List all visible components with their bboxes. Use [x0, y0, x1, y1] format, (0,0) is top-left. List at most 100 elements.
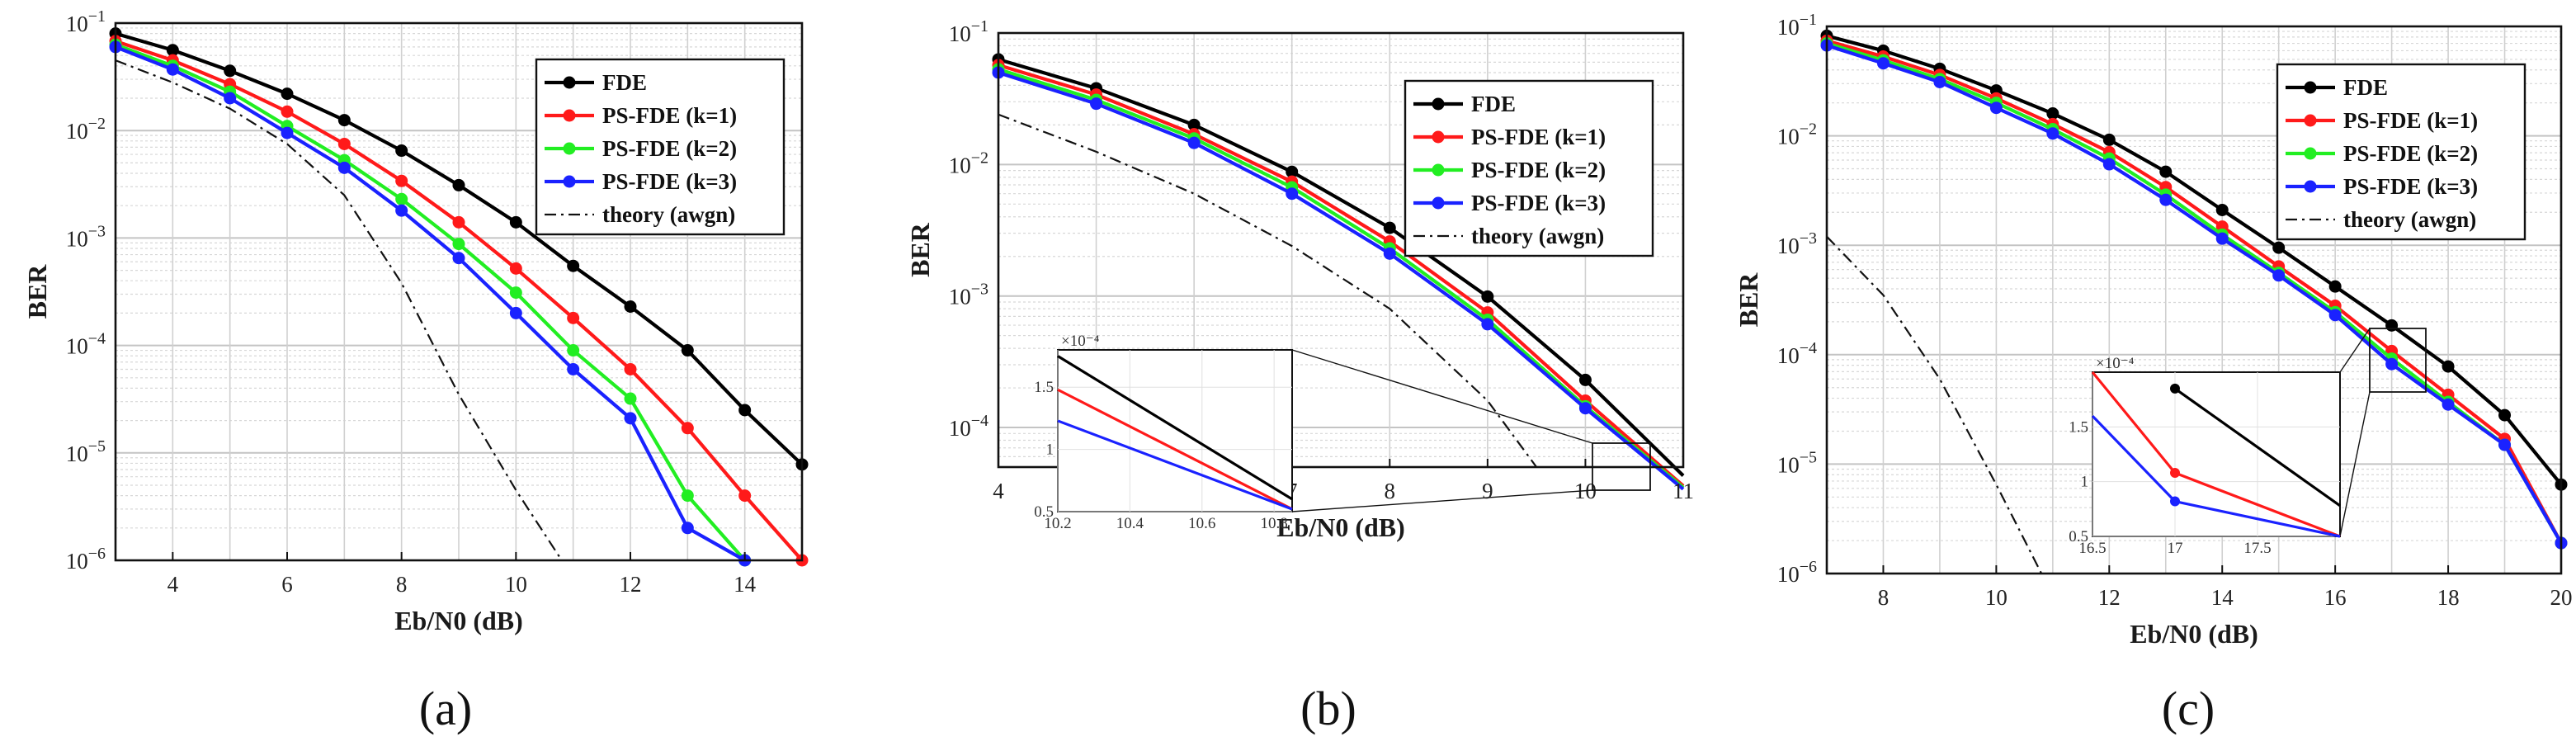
- data-point: [1578, 373, 1592, 386]
- inset-frame: [1057, 349, 1293, 512]
- y-tick-label: 10−1: [949, 17, 988, 46]
- inset-y-tick: 1.5: [2069, 418, 2088, 436]
- x-tick-label: 12: [620, 572, 642, 597]
- zoom-region: [2369, 328, 2427, 393]
- data-point: [452, 215, 465, 229]
- legend-marker: [563, 175, 576, 188]
- data-point: [624, 392, 637, 405]
- data-point: [2102, 158, 2116, 171]
- data-point: [2498, 438, 2512, 451]
- data-point: [2385, 357, 2399, 371]
- inset-x-tick: 16.5: [2078, 540, 2106, 557]
- data-point: [2442, 360, 2455, 373]
- legend-marker: [2304, 114, 2317, 127]
- data-point: [681, 344, 694, 357]
- legend-entry: theory (awgn): [602, 202, 735, 227]
- panel-caption: (c): [2162, 682, 2215, 735]
- y-tick-label: 10−5: [1777, 448, 1817, 477]
- chart-panel-1: 456789101110−410−310−210−1Eb/N0 (dB)BERF…: [905, 17, 1694, 735]
- series-line-ps-fde-k-2-: [1826, 41, 2563, 545]
- y-tick-label: 10−3: [949, 281, 988, 309]
- data-point: [2046, 127, 2059, 140]
- data-point: [224, 64, 237, 78]
- series-line-theory-awgn-: [1826, 235, 2043, 574]
- data-point: [1187, 118, 1201, 131]
- legend-entry: PS-FDE (k=2): [602, 136, 737, 161]
- legend-marker: [1432, 163, 1445, 177]
- legend-marker: [563, 76, 576, 89]
- x-tick-label: 14: [734, 572, 757, 597]
- y-tick-label: 10−2: [1777, 120, 1817, 149]
- y-tick-label: 10−5: [66, 437, 106, 466]
- data-point: [2046, 107, 2059, 120]
- data-point: [2272, 269, 2286, 282]
- legend-marker: [563, 142, 576, 155]
- y-tick-label: 10−6: [66, 545, 106, 574]
- x-tick-label: 4: [993, 479, 1004, 503]
- data-point: [1481, 318, 1494, 331]
- zoom-connector: [2339, 328, 2371, 373]
- legend-entry: PS-FDE (k=1): [602, 103, 737, 128]
- data-point: [166, 63, 179, 76]
- legend-entry: theory (awgn): [1471, 224, 1604, 248]
- inset-line: [2174, 387, 2341, 508]
- x-tick-label: 14: [2211, 585, 2234, 610]
- data-point: [452, 238, 465, 251]
- inset-line: [1057, 419, 1293, 511]
- y-tick-label: 10−3: [66, 222, 106, 251]
- data-point: [337, 161, 351, 174]
- legend-entry: PS-FDE (k=1): [1471, 125, 1606, 149]
- inset-exponent-label: ×10⁻⁴: [1061, 333, 1100, 350]
- legend-entry: FDE: [2343, 75, 2388, 100]
- data-point: [1286, 187, 1299, 201]
- chart-panel-2: 8 10 12 14 16 18 20 10−6 10−5 10−4 10−3 10−2 10−1 Eb/…: [1734, 11, 2573, 735]
- data-point: [1383, 221, 1396, 234]
- data-point: [2215, 203, 2229, 216]
- x-tick-label: 8: [396, 572, 408, 597]
- y-axis-label: BER: [905, 222, 935, 277]
- inset-point: [2170, 496, 2180, 507]
- legend-entry: PS-FDE (k=3): [1471, 191, 1606, 215]
- data-point: [509, 215, 522, 229]
- data-point: [166, 44, 179, 57]
- y-tick-label: 10−3: [1777, 229, 1817, 258]
- inset-point: [2170, 468, 2180, 479]
- plot-frame: [114, 21, 804, 562]
- series-line-fde: [1826, 34, 2563, 486]
- data-point: [738, 404, 752, 417]
- data-point: [1090, 97, 1103, 111]
- series-line-fde: [998, 57, 1685, 477]
- data-point: [2159, 165, 2173, 178]
- data-point: [624, 362, 637, 375]
- data-point: [1383, 247, 1396, 260]
- series-line-ps-fde-k-1-: [998, 63, 1685, 488]
- data-point: [2328, 309, 2342, 322]
- data-point: [2498, 408, 2512, 422]
- series-line-ps-fde-k-3-: [998, 70, 1685, 491]
- inset-line: [1057, 355, 1293, 501]
- y-tick-label: 10−4: [66, 330, 106, 359]
- inset-x-tick: 10.8: [1261, 515, 1288, 532]
- data-point: [452, 252, 465, 265]
- data-point: [281, 126, 294, 139]
- data-point: [624, 412, 637, 425]
- data-point: [224, 92, 237, 105]
- data-point: [509, 262, 522, 275]
- data-point: [1933, 75, 1946, 88]
- data-point: [509, 306, 522, 319]
- data-point: [567, 311, 580, 324]
- series-line-theory-awgn-: [998, 113, 1538, 468]
- zoom-region: [1592, 442, 1651, 491]
- data-point: [681, 489, 694, 503]
- y-tick-label: 10−1: [66, 7, 106, 36]
- inset-x-tick: 10.2: [1044, 515, 1071, 532]
- x-tick-label: 8: [1385, 479, 1396, 503]
- inset-x-tick: 10.4: [1116, 515, 1144, 532]
- data-point: [567, 362, 580, 375]
- data-point: [681, 422, 694, 435]
- legend-marker: [2304, 81, 2317, 94]
- y-tick-label: 10−4: [1777, 339, 1817, 368]
- zoom-connector: [1291, 349, 1593, 444]
- inset-y-tick: 0.5: [1034, 503, 1054, 521]
